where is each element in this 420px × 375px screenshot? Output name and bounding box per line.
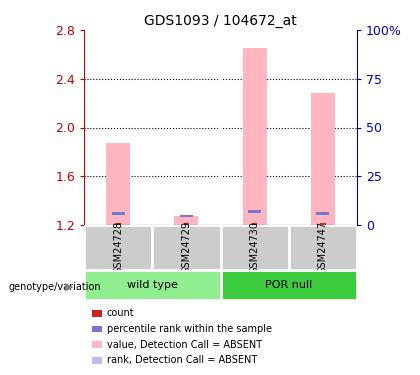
Text: rank, Detection Call = ABSENT: rank, Detection Call = ABSENT — [107, 356, 257, 365]
Text: GSM24747: GSM24747 — [318, 221, 328, 274]
Bar — [152, 225, 221, 270]
Text: ▶: ▶ — [65, 282, 73, 292]
Text: value, Detection Call = ABSENT: value, Detection Call = ABSENT — [107, 340, 262, 350]
Text: wild type: wild type — [127, 280, 178, 290]
Bar — [252, 223, 257, 225]
Bar — [112, 212, 125, 215]
Bar — [243, 48, 267, 225]
Text: GSM24730: GSM24730 — [249, 221, 260, 274]
Title: GDS1093 / 104672_at: GDS1093 / 104672_at — [144, 13, 297, 28]
Bar — [316, 212, 329, 215]
Text: genotype/variation: genotype/variation — [8, 282, 101, 292]
Bar — [106, 143, 130, 225]
Bar — [220, 270, 357, 300]
Bar — [174, 216, 198, 225]
Bar — [311, 93, 335, 225]
Bar — [220, 225, 289, 270]
Bar — [289, 225, 357, 270]
Text: GSM24728: GSM24728 — [113, 221, 123, 274]
Bar — [320, 223, 326, 225]
Text: POR null: POR null — [265, 280, 312, 290]
Bar — [248, 210, 261, 213]
Text: count: count — [107, 308, 134, 318]
Bar — [116, 223, 121, 225]
Text: percentile rank within the sample: percentile rank within the sample — [107, 324, 272, 334]
Text: GSM24729: GSM24729 — [181, 221, 192, 274]
Bar — [84, 270, 220, 300]
Bar — [180, 214, 193, 217]
Bar — [84, 225, 152, 270]
Bar — [184, 223, 189, 225]
